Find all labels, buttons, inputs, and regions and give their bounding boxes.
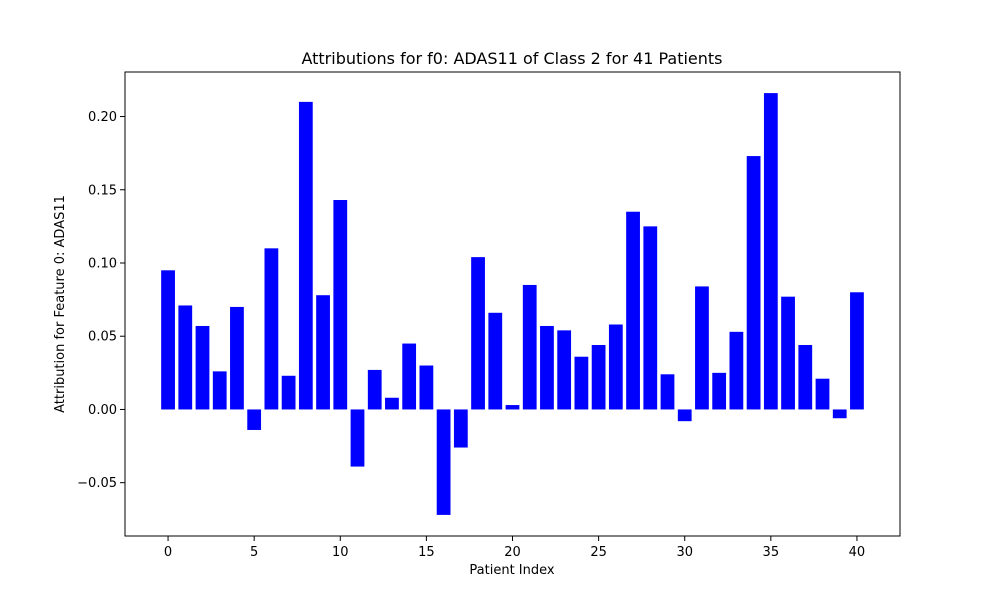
bar-patient-14 <box>402 343 417 410</box>
bar-patient-8 <box>298 101 313 410</box>
bar-patient-19 <box>488 312 503 410</box>
bar-patient-30 <box>677 409 692 422</box>
bar-patient-29 <box>660 374 675 410</box>
y-tick-label: 0.15 <box>88 183 117 198</box>
bar-patient-3 <box>212 371 227 410</box>
x-axis-ticks: 0 5 10 15 20 25 30 35 40 <box>164 536 865 560</box>
bars-group <box>161 93 864 515</box>
bar-patient-16 <box>436 409 451 515</box>
chart-title: Attributions for f0: ADAS11 of Class 2 f… <box>301 49 722 68</box>
bar-patient-1 <box>178 305 193 410</box>
y-axis-ticks: −0.05 0.00 0.05 0.10 0.15 0.20 <box>77 110 125 491</box>
bar-patient-39 <box>832 409 847 419</box>
bar-patient-2 <box>195 325 210 410</box>
bar-patient-36 <box>781 296 795 410</box>
bar-patient-27 <box>626 211 640 410</box>
bar-patient-21 <box>522 284 537 410</box>
bar-patient-33 <box>729 331 744 410</box>
x-axis-label: Patient Index <box>469 563 554 578</box>
bar-patient-0 <box>161 270 175 410</box>
x-tick-label: 35 <box>763 545 780 560</box>
bar-patient-32 <box>712 372 727 410</box>
y-tick-label: −0.05 <box>77 476 117 491</box>
bar-patient-22 <box>540 325 554 410</box>
bar-patient-28 <box>643 226 658 410</box>
y-axis-label: Attribution for Feature 0: ADAS11 <box>53 195 68 413</box>
bar-patient-40 <box>850 292 864 410</box>
x-tick-label: 20 <box>504 545 521 560</box>
bar-patient-24 <box>574 356 589 410</box>
bar-patient-17 <box>453 409 468 448</box>
bar-patient-37 <box>798 345 813 410</box>
x-tick-label: 0 <box>164 545 172 560</box>
y-tick-label: 0.20 <box>88 110 117 125</box>
bar-patient-5 <box>247 409 262 430</box>
bar-patient-7 <box>281 375 296 410</box>
bar-patient-9 <box>316 295 330 410</box>
bar-patient-20 <box>505 405 520 410</box>
bar-patient-10 <box>333 200 348 410</box>
bar-patient-12 <box>367 369 382 410</box>
y-tick-label: 0.00 <box>88 403 117 418</box>
x-tick-label: 15 <box>418 545 435 560</box>
x-tick-label: 40 <box>849 545 866 560</box>
bar-patient-6 <box>264 248 279 410</box>
bar-patient-25 <box>591 345 606 410</box>
bar-patient-13 <box>385 397 399 410</box>
x-tick-label: 10 <box>332 545 349 560</box>
bar-patient-26 <box>608 324 623 410</box>
bar-patient-31 <box>695 286 709 410</box>
bar-patient-35 <box>763 93 778 410</box>
x-tick-label: 30 <box>676 545 693 560</box>
bar-patient-18 <box>471 257 485 410</box>
bar-patient-4 <box>230 306 244 410</box>
x-tick-label: 5 <box>250 545 258 560</box>
bar-patient-34 <box>746 156 761 410</box>
bar-patient-11 <box>350 409 365 467</box>
bar-patient-23 <box>557 330 572 410</box>
bar-patient-15 <box>419 365 434 410</box>
bar-patient-38 <box>815 378 830 410</box>
y-tick-label: 0.10 <box>88 256 117 271</box>
y-tick-label: 0.05 <box>88 330 117 345</box>
x-tick-label: 25 <box>590 545 607 560</box>
